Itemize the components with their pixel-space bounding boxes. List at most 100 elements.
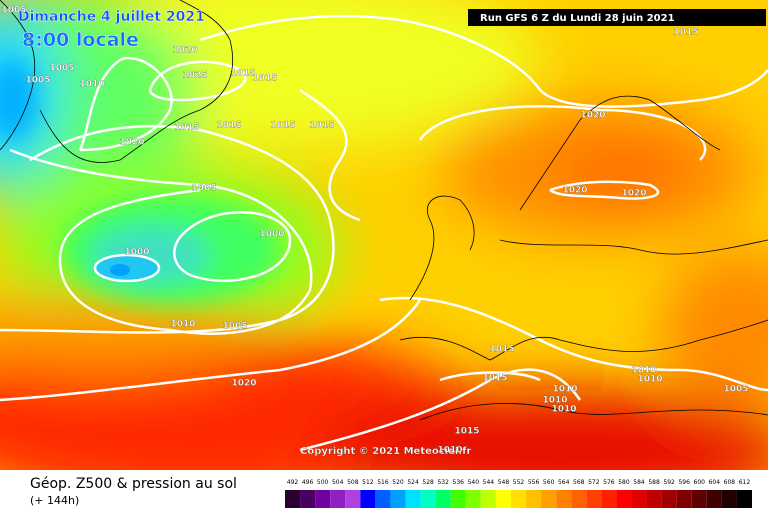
isobar-label: 1015 [230,69,255,79]
isobar-label: 1015 [454,427,479,437]
isobar-label: 1010 [551,405,576,415]
scale-swatch [571,490,587,508]
coastlines [0,0,768,421]
isobar-label: 1015 [489,345,514,355]
isobar-label: 1010 [631,366,656,376]
scale-swatch [691,490,707,508]
scale-label: 584 [633,479,645,486]
isobar-label: 1015 [270,121,295,131]
scale-label: 504 [332,479,344,486]
scale-label: 508 [347,479,359,486]
isobar-label: 1005 [191,184,216,194]
isobar-label: 1005 [25,76,50,86]
isobar-label: 1020 [172,46,197,56]
scale-label: 496 [302,479,314,486]
scale-label: 580 [618,479,630,486]
scale-label: 568 [573,479,585,486]
isobar-label: 1015 [673,28,698,38]
isobar-label: 1020 [231,379,256,389]
scale-swatch [285,490,301,508]
scale-label: 512 [362,479,374,486]
scale-swatch [360,490,376,508]
scale-swatch [676,490,692,508]
isobar-label: 1000 [124,248,149,258]
isobar-label: 1015 [252,74,277,84]
isobar-label: 1015 [174,123,199,133]
scale-swatch [390,490,406,508]
isobar-label: 1010 [637,375,662,385]
run-banner [468,9,766,26]
isobar-label: 1000 [259,230,284,240]
isobars [0,14,768,452]
isobar-label: 1015 [309,121,334,131]
scale-label: 500 [317,479,329,486]
scale-label: 492 [287,479,299,486]
isobar-label: 1020 [580,111,605,121]
isobar-label: 1005 [49,64,74,74]
scale-swatch [330,490,346,508]
scale-label: 516 [377,479,389,486]
scale-swatch [616,490,632,508]
scale-label: 608 [724,479,736,486]
scale-label: 560 [543,479,555,486]
scale-swatch [510,490,527,508]
scale-swatch [315,490,331,508]
scale-swatch [526,490,542,508]
scale-label: 612 [739,479,751,486]
scale-label: 528 [422,479,434,486]
scale-label: 592 [663,479,675,486]
isobar-label: 1005 [1,6,26,16]
isobar-label: 1010 [542,396,567,406]
run-info: Run GFS 6 Z du Lundi 28 juin 2021 [480,13,675,24]
scale-label: 552 [513,479,525,486]
scale-swatch [345,490,361,508]
scale-swatch [601,490,617,508]
isobar-label: 1010 [437,446,462,456]
scale-label: 524 [407,479,419,486]
scale-swatch [465,490,481,508]
scale-label: 556 [528,479,540,486]
isobar-label: 1020 [119,138,144,148]
scale-label: 520 [392,479,404,486]
scale-swatch [721,490,737,508]
scale-swatch [541,490,557,508]
scale-label: 540 [468,479,480,486]
scale-label: 544 [483,479,495,486]
scale-label: 596 [678,479,690,486]
legend-title: Géop. Z500 & pression au sol [30,476,237,492]
scale-label: 604 [709,479,721,486]
scale-swatch [450,490,466,508]
isobar-label: 1015 [482,374,507,384]
scale-swatch [661,490,677,508]
isobar-label: 1020 [621,189,646,199]
scale-label: 588 [648,479,660,486]
scale-swatch [706,490,722,508]
scale-swatch [420,490,436,508]
forecast-time: 8:00 locale [22,29,139,51]
isobar-label: 1010 [552,385,577,395]
scale-label: 548 [498,479,510,486]
scale-swatch [646,490,662,508]
scale-label: 600 [694,479,706,486]
lead-time: (+ 144h) [30,494,79,507]
scale-swatch [556,490,572,508]
isobar-label: 1005 [222,322,247,332]
scale-label: 572 [588,479,600,486]
isobar-label: 1005 [723,385,748,395]
copyright: Copyright © 2021 Meteociel.fr [300,446,471,457]
scale-swatch [405,490,421,508]
scale-swatch [631,490,647,508]
scale-swatch [495,490,511,508]
scale-label: 564 [558,479,570,486]
scale-swatch [375,490,391,508]
isobar-label: 1020 [562,186,587,196]
scale-label: 536 [453,479,465,486]
scale-swatch [586,490,602,508]
isobar-label: 1015 [216,121,241,131]
scale-swatch [435,490,451,508]
isobar-label: 1025 [182,71,207,81]
isobar-label: 1010 [79,80,104,90]
